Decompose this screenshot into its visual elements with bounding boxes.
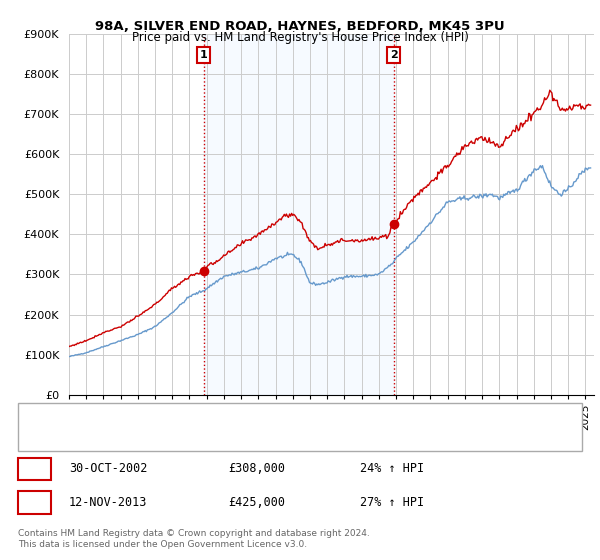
- Text: 1: 1: [200, 50, 208, 60]
- Text: 12-NOV-2013: 12-NOV-2013: [69, 496, 148, 509]
- Text: 2: 2: [390, 50, 398, 60]
- Text: 24% ↑ HPI: 24% ↑ HPI: [360, 462, 424, 475]
- Text: 2: 2: [30, 496, 38, 509]
- Text: Price paid vs. HM Land Registry's House Price Index (HPI): Price paid vs. HM Land Registry's House …: [131, 31, 469, 44]
- Text: —: —: [36, 431, 52, 445]
- Text: Contains HM Land Registry data © Crown copyright and database right 2024.: Contains HM Land Registry data © Crown c…: [18, 529, 370, 538]
- Text: 27% ↑ HPI: 27% ↑ HPI: [360, 496, 424, 509]
- Text: This data is licensed under the Open Government Licence v3.0.: This data is licensed under the Open Gov…: [18, 540, 307, 549]
- Text: £425,000: £425,000: [228, 496, 285, 509]
- Text: 30-OCT-2002: 30-OCT-2002: [69, 462, 148, 475]
- Text: —: —: [36, 409, 52, 423]
- Text: 98A, SILVER END ROAD, HAYNES, BEDFORD, MK45 3PU: 98A, SILVER END ROAD, HAYNES, BEDFORD, M…: [95, 20, 505, 32]
- Text: £308,000: £308,000: [228, 462, 285, 475]
- Text: 1: 1: [30, 462, 38, 475]
- Bar: [204, 34, 394, 395]
- Text: 98A, SILVER END ROAD, HAYNES, BEDFORD, MK45 3PU (detached house): 98A, SILVER END ROAD, HAYNES, BEDFORD, M…: [72, 411, 452, 421]
- Text: HPI: Average price, detached house, Central Bedfordshire: HPI: Average price, detached house, Cent…: [72, 433, 373, 443]
